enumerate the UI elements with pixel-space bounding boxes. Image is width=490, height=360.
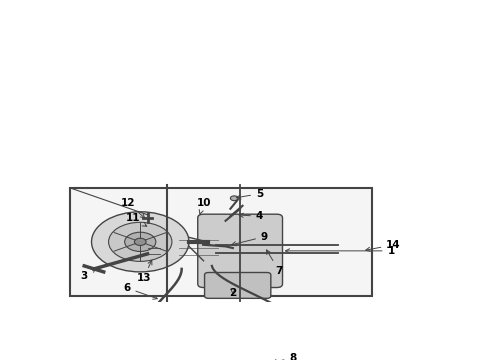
Circle shape <box>134 238 146 246</box>
Circle shape <box>142 221 153 228</box>
Bar <box>177 230 220 263</box>
Circle shape <box>343 262 349 266</box>
Text: 9: 9 <box>232 232 268 246</box>
Circle shape <box>124 232 156 252</box>
Text: 7: 7 <box>267 250 283 276</box>
Text: 1: 1 <box>285 246 395 256</box>
Bar <box>143 239 165 260</box>
Circle shape <box>144 224 156 232</box>
Circle shape <box>224 245 236 252</box>
Text: 3: 3 <box>80 268 96 282</box>
Text: 5: 5 <box>237 189 263 199</box>
Text: 10: 10 <box>196 198 211 214</box>
Circle shape <box>109 222 172 261</box>
Circle shape <box>343 250 349 255</box>
FancyBboxPatch shape <box>204 273 271 298</box>
Circle shape <box>230 196 238 201</box>
Circle shape <box>343 238 349 242</box>
Text: 14: 14 <box>366 240 401 251</box>
Bar <box>333 230 360 272</box>
Text: 6: 6 <box>123 283 157 299</box>
Bar <box>70 188 372 296</box>
Circle shape <box>336 244 354 255</box>
Text: 11: 11 <box>126 213 147 226</box>
Text: 13: 13 <box>136 260 152 283</box>
Ellipse shape <box>183 221 214 227</box>
Bar <box>182 219 216 227</box>
Text: 2: 2 <box>229 288 237 298</box>
Text: 8: 8 <box>272 352 296 360</box>
Ellipse shape <box>179 226 219 234</box>
Text: 12: 12 <box>121 198 145 218</box>
Text: 4: 4 <box>239 211 263 221</box>
Circle shape <box>92 212 189 272</box>
FancyBboxPatch shape <box>198 214 283 288</box>
